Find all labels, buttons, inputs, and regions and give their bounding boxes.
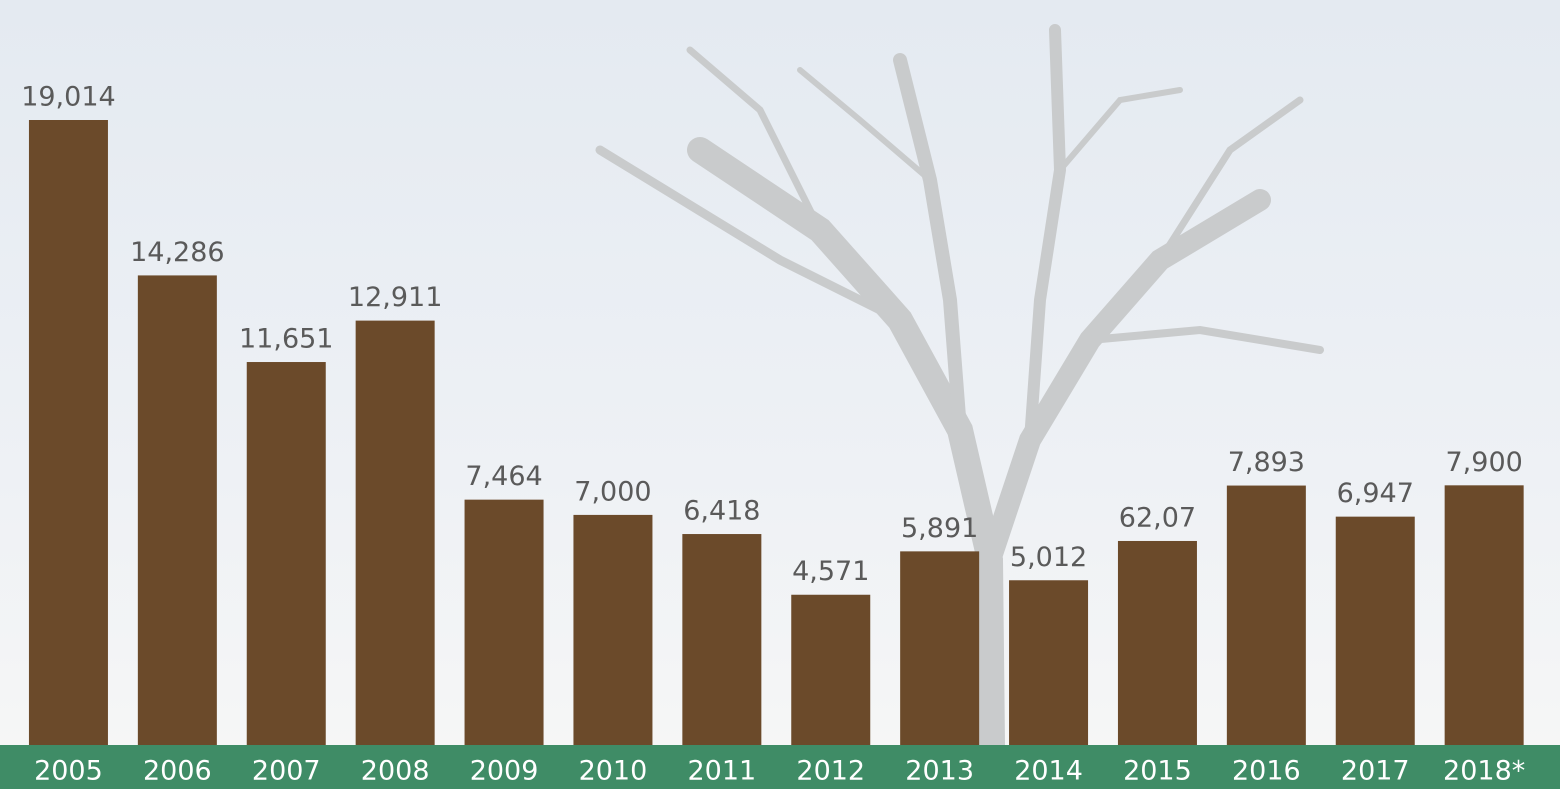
x-tick-label: 2014	[1014, 756, 1083, 787]
value-label: 7,464	[465, 461, 542, 492]
bar	[1117, 540, 1197, 745]
value-label: 6,418	[683, 496, 760, 527]
bar	[1226, 485, 1306, 745]
x-tick-label: 2006	[143, 756, 212, 787]
value-label: 7,000	[574, 476, 651, 507]
value-label: 6,947	[1337, 478, 1414, 509]
value-label: 5,012	[1010, 542, 1087, 573]
bar	[1444, 485, 1524, 745]
x-tick-label: 2005	[34, 756, 103, 787]
x-tick-label: 2010	[579, 756, 648, 787]
bar	[682, 534, 762, 745]
value-label: 7,893	[1228, 447, 1305, 478]
x-tick-label: 2008	[361, 756, 430, 787]
bar	[1009, 580, 1089, 745]
x-tick-label: 2016	[1232, 756, 1301, 787]
value-label: 11,651	[239, 324, 333, 355]
bar	[355, 320, 435, 745]
tree-illustration	[595, 24, 1324, 758]
value-label: 4,571	[792, 556, 869, 587]
value-label: 12,911	[348, 282, 442, 313]
bar	[246, 362, 326, 745]
bar	[791, 594, 871, 745]
bar	[573, 514, 653, 745]
x-tick-label: 2012	[796, 756, 865, 787]
axis-band	[0, 745, 1560, 789]
x-tick-label: 2013	[905, 756, 974, 787]
value-label: 19,014	[21, 82, 115, 113]
x-tick-label: 2018*	[1443, 756, 1525, 787]
x-tick-label: 2007	[252, 756, 321, 787]
bar	[28, 120, 108, 745]
bar	[137, 275, 217, 745]
bar	[464, 499, 544, 745]
bar	[900, 551, 980, 745]
x-tick-label: 2009	[470, 756, 539, 787]
x-tick-label: 2017	[1341, 756, 1410, 787]
value-label: 14,286	[130, 237, 224, 268]
value-label: 7,900	[1446, 447, 1523, 478]
value-label: 62,07	[1119, 502, 1196, 533]
value-label: 5,891	[901, 513, 978, 544]
x-tick-label: 2015	[1123, 756, 1192, 787]
bar	[1335, 516, 1415, 745]
x-tick-label: 2011	[687, 756, 756, 787]
